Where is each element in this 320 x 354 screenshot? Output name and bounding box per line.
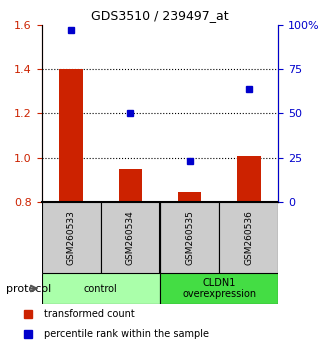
Text: GSM260533: GSM260533 (67, 210, 76, 265)
Text: GSM260534: GSM260534 (126, 210, 135, 264)
Bar (178, 192, 202, 202)
Bar (219, 202, 278, 273)
Text: control: control (84, 284, 118, 293)
Bar (160, 273, 278, 304)
Bar (237, 156, 260, 202)
Text: CLDN1
overexpression: CLDN1 overexpression (182, 278, 256, 299)
Text: protocol: protocol (6, 284, 52, 293)
Text: transformed count: transformed count (44, 309, 135, 319)
Title: GDS3510 / 239497_at: GDS3510 / 239497_at (91, 9, 229, 22)
Bar (42, 273, 160, 304)
Text: percentile rank within the sample: percentile rank within the sample (44, 329, 209, 339)
Bar (42, 202, 101, 273)
Bar (160, 202, 219, 273)
Text: GSM260535: GSM260535 (185, 210, 194, 265)
Bar (119, 169, 142, 202)
Bar (60, 69, 83, 202)
Text: GSM260536: GSM260536 (244, 210, 253, 265)
Bar (101, 202, 160, 273)
